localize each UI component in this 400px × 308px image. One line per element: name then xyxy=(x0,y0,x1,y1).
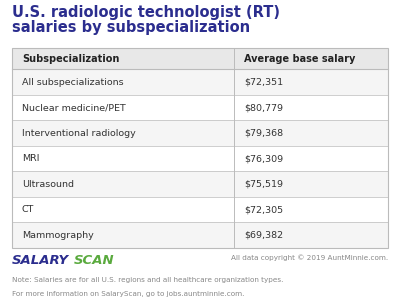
Text: $72,305: $72,305 xyxy=(244,205,283,214)
Text: Ultrasound: Ultrasound xyxy=(22,180,74,188)
Text: U.S. radiologic technologist (RT): U.S. radiologic technologist (RT) xyxy=(12,5,280,20)
Text: SCAN: SCAN xyxy=(74,254,115,267)
Text: $75,519: $75,519 xyxy=(244,180,283,188)
Text: $80,779: $80,779 xyxy=(244,103,283,112)
Text: $69,382: $69,382 xyxy=(244,231,283,240)
Text: salaries by subspecialization: salaries by subspecialization xyxy=(12,20,250,35)
Text: Subspecialization: Subspecialization xyxy=(22,54,119,63)
FancyBboxPatch shape xyxy=(12,146,388,171)
FancyBboxPatch shape xyxy=(12,95,388,120)
Text: MRI: MRI xyxy=(22,154,40,163)
FancyBboxPatch shape xyxy=(12,69,388,95)
Text: CT: CT xyxy=(22,205,34,214)
Text: For more information on SalaryScan, go to jobs.auntminnie.com.: For more information on SalaryScan, go t… xyxy=(12,291,244,297)
FancyBboxPatch shape xyxy=(12,197,388,222)
FancyBboxPatch shape xyxy=(12,48,388,69)
Text: All data copyright © 2019 AuntMinnie.com.: All data copyright © 2019 AuntMinnie.com… xyxy=(231,254,388,261)
Text: Interventional radiology: Interventional radiology xyxy=(22,129,136,138)
Text: All subspecializations: All subspecializations xyxy=(22,78,124,87)
Text: Note: Salaries are for all U.S. regions and all healthcare organization types.: Note: Salaries are for all U.S. regions … xyxy=(12,277,283,283)
Text: $76,309: $76,309 xyxy=(244,154,283,163)
Text: $79,368: $79,368 xyxy=(244,129,283,138)
Text: $72,351: $72,351 xyxy=(244,78,283,87)
Text: Nuclear medicine/PET: Nuclear medicine/PET xyxy=(22,103,126,112)
Text: SALARY: SALARY xyxy=(12,254,69,267)
FancyBboxPatch shape xyxy=(12,171,388,197)
FancyBboxPatch shape xyxy=(12,222,388,248)
Text: Average base salary: Average base salary xyxy=(244,54,355,63)
Text: Mammography: Mammography xyxy=(22,231,94,240)
FancyBboxPatch shape xyxy=(12,120,388,146)
